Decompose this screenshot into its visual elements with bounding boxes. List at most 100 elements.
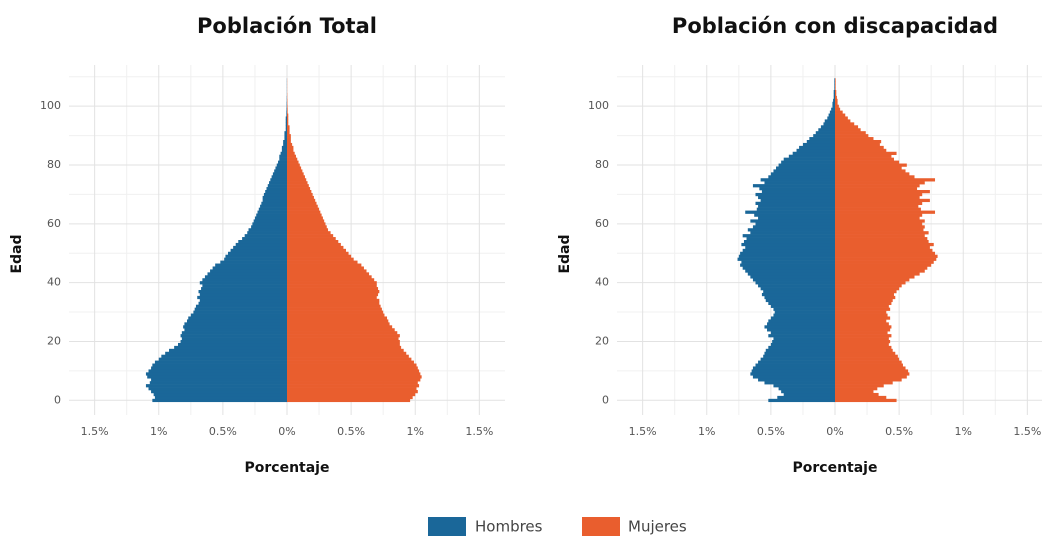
bar — [737, 257, 835, 261]
bar — [287, 269, 367, 273]
bar — [767, 328, 835, 332]
y-tick-label: 20 — [47, 334, 61, 347]
bar — [281, 148, 287, 153]
bar — [287, 310, 384, 314]
bar — [758, 216, 835, 220]
y-tick-label: 60 — [595, 217, 609, 230]
bar — [750, 372, 835, 376]
bar — [773, 169, 835, 173]
bar — [207, 272, 287, 276]
bar — [754, 213, 835, 217]
bar — [835, 107, 841, 111]
bar — [827, 116, 835, 120]
bar — [835, 342, 889, 347]
bar — [287, 237, 336, 241]
chart-title: Población Total — [197, 14, 377, 38]
bar — [287, 313, 385, 317]
bar — [760, 287, 835, 291]
bar — [768, 319, 835, 323]
bar — [193, 310, 287, 314]
bar — [261, 201, 287, 206]
bar — [776, 166, 835, 170]
bar — [269, 181, 287, 185]
bar — [287, 190, 312, 194]
bar — [835, 190, 930, 194]
bar — [835, 287, 900, 291]
bar — [760, 178, 835, 182]
bar — [199, 292, 287, 297]
bar — [835, 304, 889, 308]
bar — [834, 81, 835, 85]
legend-label: Hombres — [475, 518, 543, 536]
bar — [835, 363, 903, 367]
bar — [287, 378, 421, 382]
bar — [835, 160, 900, 164]
bar — [180, 334, 287, 338]
bar — [835, 216, 920, 220]
bar — [287, 222, 326, 226]
bar — [284, 131, 287, 135]
panel: 1.5% 1% 0.5% 0% 0.5% 1% 1.5% 0 20 40 60 80 100 Poblac… — [9, 14, 505, 476]
bar — [266, 187, 287, 191]
bar — [835, 131, 866, 135]
bar — [835, 319, 887, 323]
bar — [835, 260, 934, 264]
bar — [287, 160, 299, 164]
bar — [835, 210, 936, 214]
bar — [755, 363, 835, 367]
bar — [287, 113, 289, 117]
bar — [220, 260, 287, 264]
bar — [778, 387, 835, 391]
bar — [287, 163, 300, 167]
bar — [752, 375, 835, 379]
bar — [833, 98, 835, 103]
bar — [287, 134, 291, 138]
bar — [215, 263, 287, 267]
bar — [148, 387, 287, 391]
bar — [768, 301, 835, 306]
bar — [287, 104, 288, 108]
bar — [287, 148, 294, 153]
bar — [257, 210, 287, 214]
bar — [755, 222, 835, 226]
bar — [287, 122, 289, 126]
bar — [287, 351, 407, 356]
bar — [835, 313, 888, 317]
bar — [788, 154, 835, 158]
bar — [781, 160, 835, 164]
bar — [796, 148, 835, 153]
bar — [188, 316, 287, 320]
bar — [287, 169, 303, 173]
bar — [743, 240, 835, 244]
bar — [287, 140, 291, 144]
bar — [285, 122, 287, 126]
bar — [835, 340, 891, 344]
bar — [281, 145, 287, 150]
y-axis-label: Edad — [557, 234, 573, 273]
legend: Hombres Mujeres — [428, 517, 687, 536]
y-axis-label: Edad — [9, 234, 25, 273]
bar — [835, 95, 837, 100]
bar — [761, 190, 835, 194]
bar — [287, 290, 380, 294]
bar — [283, 140, 287, 144]
bar — [835, 307, 891, 311]
bar — [835, 98, 838, 103]
y-tick-label: 60 — [47, 217, 61, 230]
bar — [198, 301, 287, 306]
bar — [835, 128, 861, 132]
bar — [835, 354, 898, 358]
bar — [835, 298, 893, 303]
bar — [225, 254, 287, 258]
bar — [835, 119, 851, 123]
bar — [835, 387, 878, 391]
bar — [287, 392, 416, 397]
bar — [280, 151, 287, 156]
bar — [747, 228, 835, 232]
bar — [149, 381, 287, 385]
bar — [758, 284, 835, 288]
bar — [278, 160, 287, 164]
bar — [260, 204, 287, 208]
bar — [835, 151, 897, 156]
bar — [180, 340, 287, 344]
